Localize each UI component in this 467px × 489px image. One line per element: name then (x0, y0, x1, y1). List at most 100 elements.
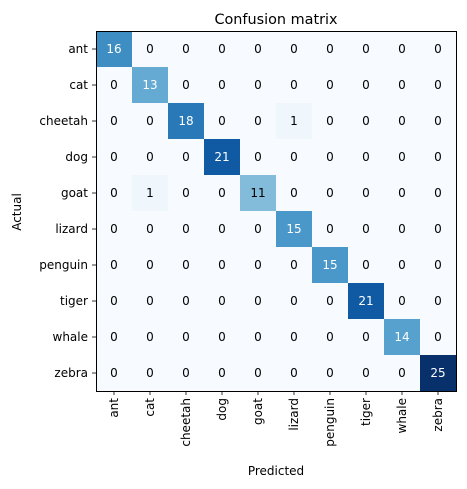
cell-value-label: 18 (178, 114, 193, 128)
cell-value-label: 0 (218, 330, 226, 344)
cell-value-label: 0 (434, 114, 442, 128)
cell-value-label: 0 (326, 42, 334, 56)
heatmap-cell (240, 139, 277, 176)
cell-value-labels: 16 0 0 0 0 0 0 0 0 0 0 13 0 0 0 0 0 0 0 0 0 0 18 0 0 1 0 0 0 0 0 0 0 21 0 0… (106, 42, 445, 380)
cell-value-label: 0 (218, 258, 226, 272)
y-tick-label: dog (65, 150, 88, 164)
heatmap-cell (240, 31, 277, 68)
heatmap-cell (132, 211, 169, 248)
heatmap-cell (204, 283, 241, 320)
x-tick-label: cat (143, 398, 157, 417)
cell-value-label: 0 (110, 330, 118, 344)
heatmap-cell (384, 247, 421, 284)
x-tick-label: whale (395, 398, 409, 434)
cell-value-label: 16 (106, 42, 121, 56)
cell-value-label: 0 (434, 186, 442, 200)
cell-value-label: 0 (290, 186, 298, 200)
heatmap-cell (420, 247, 457, 284)
heatmap-cell (204, 355, 241, 392)
cell-value-label: 0 (326, 330, 334, 344)
cell-value-label: 0 (326, 186, 334, 200)
cell-value-label: 0 (182, 294, 190, 308)
heatmap-cell (240, 175, 277, 212)
heatmap-cell (276, 139, 313, 176)
heatmap-cell (96, 175, 133, 212)
cell-value-label: 0 (434, 294, 442, 308)
cell-value-label: 0 (146, 222, 154, 236)
heatmap-cell (276, 247, 313, 284)
cell-value-label: 0 (254, 150, 262, 164)
cell-value-label: 0 (218, 42, 226, 56)
cell-value-label: 0 (398, 294, 406, 308)
cell-value-label: 0 (182, 222, 190, 236)
cell-value-label: 0 (218, 114, 226, 128)
heatmap-cell (384, 283, 421, 320)
cell-value-label: 0 (110, 222, 118, 236)
chart-title: Confusion matrix (214, 12, 338, 28)
cell-value-label: 0 (290, 258, 298, 272)
cell-value-label: 0 (290, 366, 298, 380)
plot-frame (96, 31, 457, 392)
heatmap-cell (384, 139, 421, 176)
x-tick-label: cheetah (179, 398, 193, 447)
x-axis-label: Predicted (248, 464, 304, 478)
heatmap-cell (312, 247, 349, 284)
x-tick-label: dog (215, 398, 229, 421)
heatmap-cell (276, 319, 313, 356)
heatmap-cell (384, 211, 421, 248)
cell-value-label: 0 (362, 330, 370, 344)
cell-value-label: 0 (254, 42, 262, 56)
heatmap-cell (384, 175, 421, 212)
heatmap-cell (384, 355, 421, 392)
heatmap-cell (240, 319, 277, 356)
heatmap-cell (348, 283, 385, 320)
cell-value-label: 11 (250, 186, 265, 200)
cell-value-label: 0 (326, 222, 334, 236)
y-axis-label: Actual (10, 193, 24, 231)
cell-value-label: 0 (254, 222, 262, 236)
cell-value-label: 0 (218, 366, 226, 380)
cell-value-label: 0 (398, 258, 406, 272)
heatmap-cell (204, 31, 241, 68)
heatmap-cell (96, 319, 133, 356)
heatmap-cell (240, 247, 277, 284)
heatmap-cell (96, 139, 133, 176)
cell-value-label: 0 (182, 186, 190, 200)
heatmap-cell (204, 139, 241, 176)
heatmap-cell (132, 355, 169, 392)
cell-value-label: 0 (254, 294, 262, 308)
heatmap-cell (204, 319, 241, 356)
cell-value-label: 15 (286, 222, 301, 236)
cell-value-label: 14 (394, 330, 409, 344)
heatmap-cell (204, 103, 241, 140)
y-tick-label: goat (61, 186, 88, 200)
cell-value-label: 0 (398, 114, 406, 128)
cell-value-label: 0 (326, 114, 334, 128)
y-axis-ticks: ant cat cheetah dog goat lizard penguin tiger wh… (39, 42, 96, 380)
cell-value-label: 0 (326, 366, 334, 380)
heatmap-cell (204, 175, 241, 212)
cell-value-label: 0 (110, 258, 118, 272)
cell-value-label: 0 (290, 150, 298, 164)
x-tick-label: goat (251, 398, 265, 425)
cell-value-label: 0 (254, 366, 262, 380)
heatmap-cell (348, 31, 385, 68)
heatmap-cell (168, 355, 205, 392)
heatmap-cell (312, 175, 349, 212)
heatmap-cell (168, 31, 205, 68)
y-tick-label: penguin (39, 258, 88, 272)
y-tick-label: cat (69, 78, 88, 92)
cell-value-label: 0 (362, 114, 370, 128)
heatmap-cell (96, 355, 133, 392)
heatmap-cell (132, 31, 169, 68)
heatmap-cell (132, 283, 169, 320)
cell-value-label: 1 (146, 186, 154, 200)
heatmap-cell (348, 103, 385, 140)
cell-value-label: 0 (182, 366, 190, 380)
cell-value-label: 0 (434, 150, 442, 164)
heatmap-cell (96, 103, 133, 140)
cell-value-label: 0 (146, 366, 154, 380)
heatmap-cell (384, 103, 421, 140)
cell-value-label: 0 (218, 294, 226, 308)
cell-value-label: 0 (362, 222, 370, 236)
